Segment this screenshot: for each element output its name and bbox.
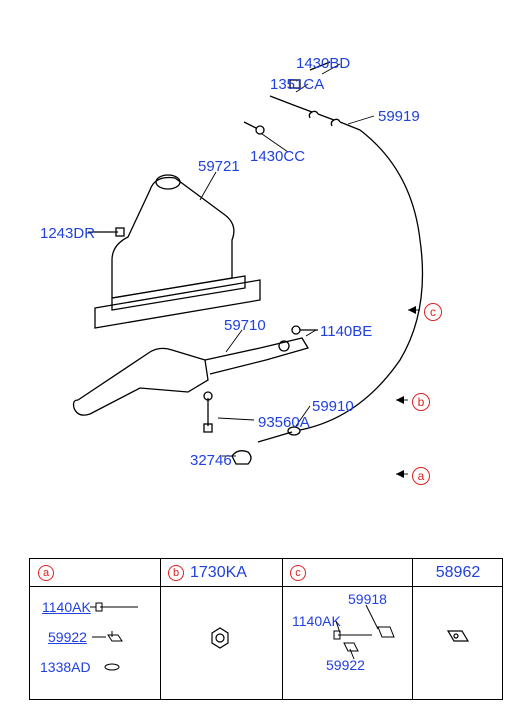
col-c-icons (282, 587, 412, 699)
header-b-label[interactable]: 1730KA (190, 564, 247, 582)
label-59910[interactable]: 59910 (312, 398, 354, 415)
label-1430BD[interactable]: 1430BD (296, 55, 350, 72)
header-a: a (30, 559, 160, 587)
header-marker-b: b (168, 565, 184, 581)
table-header: a b 1730KA c 58962 (30, 559, 502, 587)
label-1351CA[interactable]: 1351CA (270, 76, 324, 93)
table-body: 1140AK 59922 1338AD 59918 (30, 587, 502, 699)
col-a-icons (30, 587, 160, 699)
label-59721[interactable]: 59721 (198, 158, 240, 175)
header-d-label[interactable]: 58962 (436, 564, 481, 582)
col-b-icons (160, 587, 282, 699)
col-d-icons (412, 587, 504, 699)
marker-a: a (412, 467, 430, 485)
header-marker-a: a (38, 565, 54, 581)
label-1140BE[interactable]: 1140BE (320, 323, 372, 340)
label-59710[interactable]: 59710 (224, 317, 266, 334)
header-marker-c: c (290, 565, 306, 581)
header-d: 58962 (412, 559, 504, 587)
header-b: b 1730KA (160, 559, 282, 587)
label-1430CC[interactable]: 1430CC (250, 148, 305, 165)
parts-table: a b 1730KA c 58962 1140AK 59922 1338AD (29, 558, 503, 700)
label-1243DR[interactable]: 1243DR (40, 225, 95, 242)
diagram-canvas: 1430BD 1351CA 59919 1430CC 59721 1243DR … (0, 0, 532, 727)
label-59919[interactable]: 59919 (378, 108, 420, 125)
marker-b: b (412, 393, 430, 411)
label-32746[interactable]: 32746 (190, 452, 232, 469)
parts-illustration (0, 0, 532, 560)
label-93560A[interactable]: 93560A (258, 414, 310, 431)
marker-c: c (424, 303, 442, 321)
header-c: c (282, 559, 412, 587)
